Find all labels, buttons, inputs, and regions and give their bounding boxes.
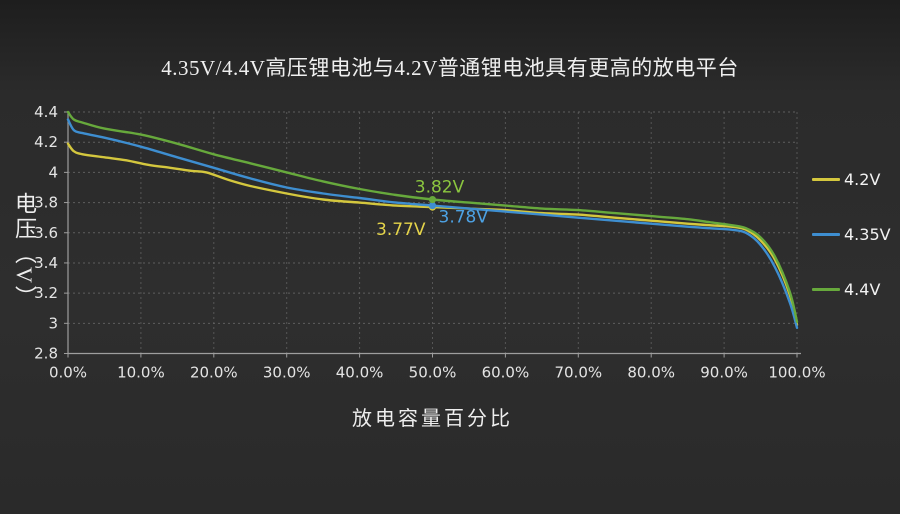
y-tick-label: 2.8 (34, 345, 58, 363)
curve-4.35V (66, 118, 799, 329)
marker-dot (428, 195, 437, 204)
x-tick-label: 10.0% (117, 364, 165, 382)
legend-label: 4.2V (844, 169, 881, 189)
y-tick-label: 4 (48, 163, 58, 181)
annotation-3.78V: 3.78V (439, 208, 489, 228)
x-tick-label: 70.0% (554, 364, 602, 382)
y-tick-label: 4.2 (34, 133, 58, 151)
legend-item-4.2v: 4.2V (812, 168, 891, 190)
x-tick-label: 30.0% (263, 364, 311, 382)
curve-4.2V (66, 142, 799, 326)
x-tick-label: 0.0% (49, 364, 87, 382)
y-tick-label: 3 (48, 314, 58, 332)
x-tick-label: 100.0% (768, 364, 825, 382)
legend-item-4.35v: 4.35V (812, 223, 891, 245)
legend-swatch-4.4v (812, 287, 840, 291)
x-tick-label: 60.0% (482, 364, 530, 382)
legend-swatch-4.35v (812, 232, 840, 236)
legend-item-4.4v: 4.4V (812, 278, 891, 300)
x-tick-label: 50.0% (409, 364, 457, 382)
curve-4.4V (66, 110, 799, 323)
y-tick-label: 3.8 (34, 194, 58, 212)
chart-title: 4.35V/4.4V高压锂电池与4.2V普通锂电池具有更高的放电平台 (161, 56, 739, 80)
x-axis-title: 放电容量百分比 (352, 408, 513, 430)
y-tick-label: 4.4 (34, 103, 58, 121)
y-tick-label: 3.6 (34, 224, 58, 242)
x-tick-label: 20.0% (190, 364, 238, 382)
y-tick-label: 3.4 (34, 254, 58, 272)
legend: 4.2V 4.35V 4.4V (812, 168, 891, 333)
annotation-3.77V: 3.77V (376, 220, 426, 240)
legend-label: 4.4V (844, 279, 881, 299)
marker-dot (428, 201, 437, 210)
legend-label: 4.35V (844, 224, 891, 244)
x-tick-label: 90.0% (700, 364, 748, 382)
x-tick-label: 80.0% (627, 364, 675, 382)
legend-swatch-4.2v (812, 177, 840, 181)
y-axis-title: 电压（V） (12, 192, 37, 311)
x-tick-label: 40.0% (336, 364, 384, 382)
annotation-3.82V: 3.82V (415, 178, 465, 198)
y-tick-label: 3.2 (34, 284, 58, 302)
